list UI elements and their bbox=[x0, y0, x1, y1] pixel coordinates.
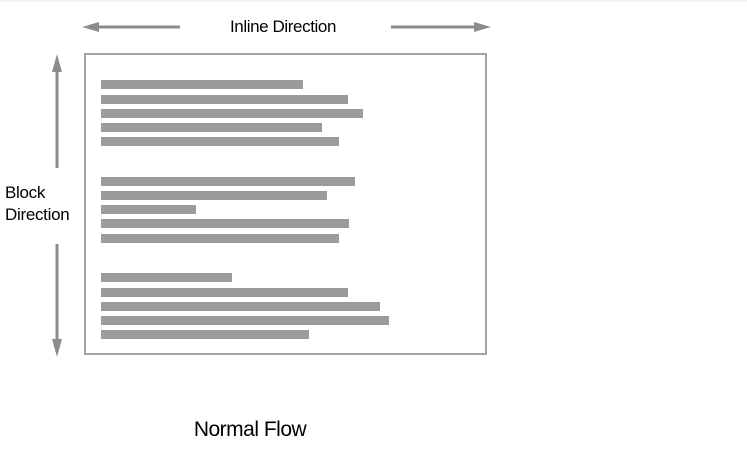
diagram-caption: Normal Flow bbox=[193, 418, 307, 441]
text-line-bar bbox=[101, 302, 380, 311]
text-line-bar bbox=[101, 273, 232, 282]
text-line-bar bbox=[101, 219, 349, 228]
window-top-edge bbox=[0, 0, 747, 3]
paragraph-3 bbox=[101, 273, 389, 339]
arrowhead-up-icon bbox=[52, 54, 62, 72]
block-direction-label-line2: Direction bbox=[5, 205, 69, 224]
arrowhead-right-icon bbox=[474, 22, 491, 32]
text-line-bar bbox=[101, 95, 348, 104]
text-line-bar bbox=[101, 177, 355, 186]
text-line-bar bbox=[101, 234, 339, 243]
inline-direction-arrow bbox=[82, 22, 491, 32]
text-line-bar bbox=[101, 288, 348, 297]
text-line-bar bbox=[101, 316, 389, 325]
text-line-bar bbox=[101, 191, 327, 200]
text-line-bar bbox=[101, 123, 322, 132]
paragraph-2 bbox=[101, 177, 355, 243]
text-line-bar bbox=[101, 109, 363, 118]
text-line-bar bbox=[101, 205, 196, 214]
block-direction-arrow bbox=[52, 54, 62, 357]
arrowhead-left-icon bbox=[82, 22, 99, 32]
text-line-bar bbox=[101, 80, 303, 89]
arrowhead-down-icon bbox=[52, 339, 62, 357]
paragraph-1 bbox=[101, 80, 363, 146]
block-direction-label-line1: Block bbox=[5, 183, 46, 202]
text-line-bar bbox=[101, 330, 309, 339]
text-line-bar bbox=[101, 137, 339, 146]
inline-direction-label: Inline Direction bbox=[230, 17, 336, 36]
content-box bbox=[84, 53, 487, 355]
